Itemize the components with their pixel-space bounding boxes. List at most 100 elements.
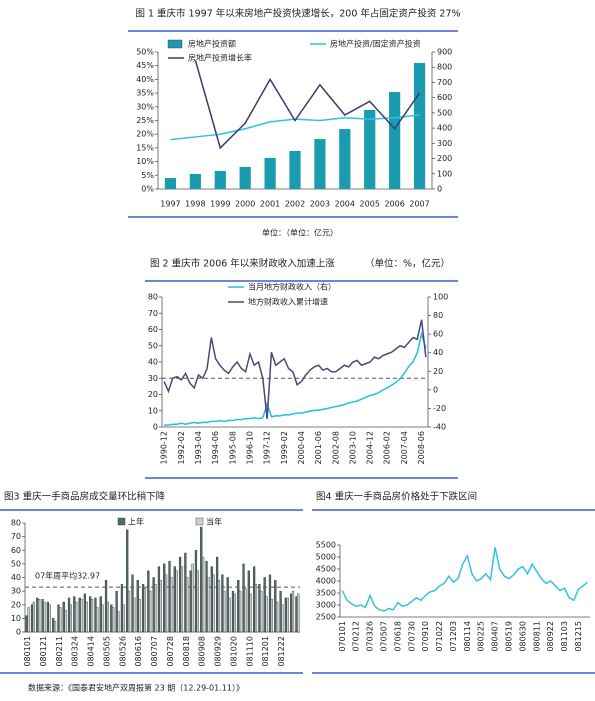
chart-title: 图4 重庆一手商品房价格处于下跌区间 (316, 491, 477, 503)
bar (228, 597, 231, 633)
legend-swatch (167, 39, 183, 49)
x-tick-label: 070326 (366, 621, 375, 652)
bar (175, 570, 178, 633)
y-tick-label: 35% (136, 89, 154, 98)
y-tick-label: 20% (136, 130, 154, 139)
y2-tick-label: 600 (437, 93, 452, 102)
legend-label: 房地产投资增长率 (188, 53, 252, 63)
x-tick-label: 080707 (150, 636, 159, 667)
bar (32, 601, 35, 633)
bar (279, 590, 282, 633)
line (164, 331, 427, 426)
bar (69, 604, 73, 633)
bar (212, 574, 215, 633)
bar (364, 109, 376, 189)
chart-note: 单位：（单位：亿元） (262, 228, 338, 238)
x-tick-label: 2006 (384, 200, 404, 209)
y-tick-label: 60 (11, 546, 21, 555)
y-tick-label: 60 (148, 325, 158, 334)
bar (239, 166, 251, 189)
bar (201, 556, 205, 633)
bar (196, 570, 199, 633)
x-tick-label: 081110 (245, 636, 254, 667)
bar (38, 599, 41, 633)
y2-tick-label: 40 (433, 348, 443, 357)
x-tick-label: 080101 (23, 636, 32, 667)
bar (200, 526, 203, 633)
y-tick-label: 15% (136, 143, 154, 152)
bar (94, 597, 97, 633)
x-tick-label: 1998 (185, 200, 205, 209)
bar (141, 584, 145, 633)
bar (83, 593, 87, 633)
x-tick-label: 2007-04 (400, 431, 409, 464)
y-tick-label: 50 (11, 559, 21, 568)
bar (264, 157, 276, 189)
bar (43, 601, 46, 633)
bar (157, 566, 161, 633)
x-tick-label: 080225 (477, 621, 486, 652)
x-tick-label: 080929 (214, 636, 223, 667)
y-tick-label: 70 (11, 532, 21, 541)
x-tick-label: 080519 (504, 621, 513, 652)
bar (178, 556, 182, 633)
x-tick-label: 2008-06 (417, 431, 426, 464)
y-tick-label: 3500 (316, 589, 336, 598)
y-tick-label: 0 (153, 423, 158, 432)
bar (389, 92, 401, 189)
y-tick-label: 5% (141, 171, 154, 180)
bar (127, 590, 131, 633)
x-tick-label: 070618 (393, 621, 402, 652)
x-tick-label: 1996-10 (245, 431, 254, 464)
legend-label: 房地产投资/固定资产投资 (330, 39, 421, 49)
bar (152, 577, 155, 633)
x-tick-label: 070910 (421, 621, 430, 652)
y-tick-label: 0% (141, 185, 154, 194)
x-tick-label: 2000 (235, 200, 255, 209)
y-tick-label: 80 (11, 519, 21, 528)
bar (217, 580, 221, 633)
x-tick-label: 080908 (198, 636, 207, 667)
bar (274, 580, 277, 633)
y-tick-label: 3000 (316, 601, 336, 610)
y-tick-label: 5500 (316, 541, 336, 550)
y2-tick-label: -20 (433, 404, 446, 413)
bar (122, 604, 125, 633)
x-tick-label: 070730 (407, 621, 416, 652)
y-tick-label: 70 (148, 309, 158, 318)
y-tick-label: 10 (11, 614, 21, 623)
bar (413, 62, 426, 189)
bar (205, 560, 208, 633)
bar (260, 590, 263, 633)
line (170, 114, 420, 141)
y2-tick-label: 400 (437, 124, 452, 133)
y-tick-label: 0 (16, 628, 21, 637)
bar (30, 604, 34, 633)
bar (270, 599, 273, 633)
y-tick-label: 25% (136, 116, 154, 125)
x-tick-label: 2003 (310, 200, 330, 209)
bar (78, 597, 81, 633)
bar (233, 593, 236, 633)
bar (186, 577, 189, 633)
bar (133, 597, 136, 633)
bar (281, 604, 284, 633)
y2-tick-label: 800 (437, 63, 452, 72)
x-tick-label: 1997-12 (263, 431, 272, 464)
x-tick-label: 080818 (182, 636, 191, 667)
bar (96, 607, 99, 633)
y2-tick-label: 200 (437, 154, 452, 163)
bar (62, 601, 65, 633)
x-tick-label: 070101 (338, 621, 347, 652)
x-tick-label: 080811 (532, 621, 541, 652)
bar (46, 601, 49, 633)
y2-tick-label: 500 (437, 108, 452, 117)
bar (247, 570, 250, 633)
y-tick-label: 40 (148, 358, 158, 367)
bar (99, 596, 102, 633)
y-tick-label: 5000 (316, 553, 336, 562)
bar (106, 601, 110, 633)
y-tick-label: 80 (148, 293, 158, 302)
y-tick-label: 30% (136, 102, 154, 111)
x-tick-label: 1994-06 (211, 431, 220, 464)
